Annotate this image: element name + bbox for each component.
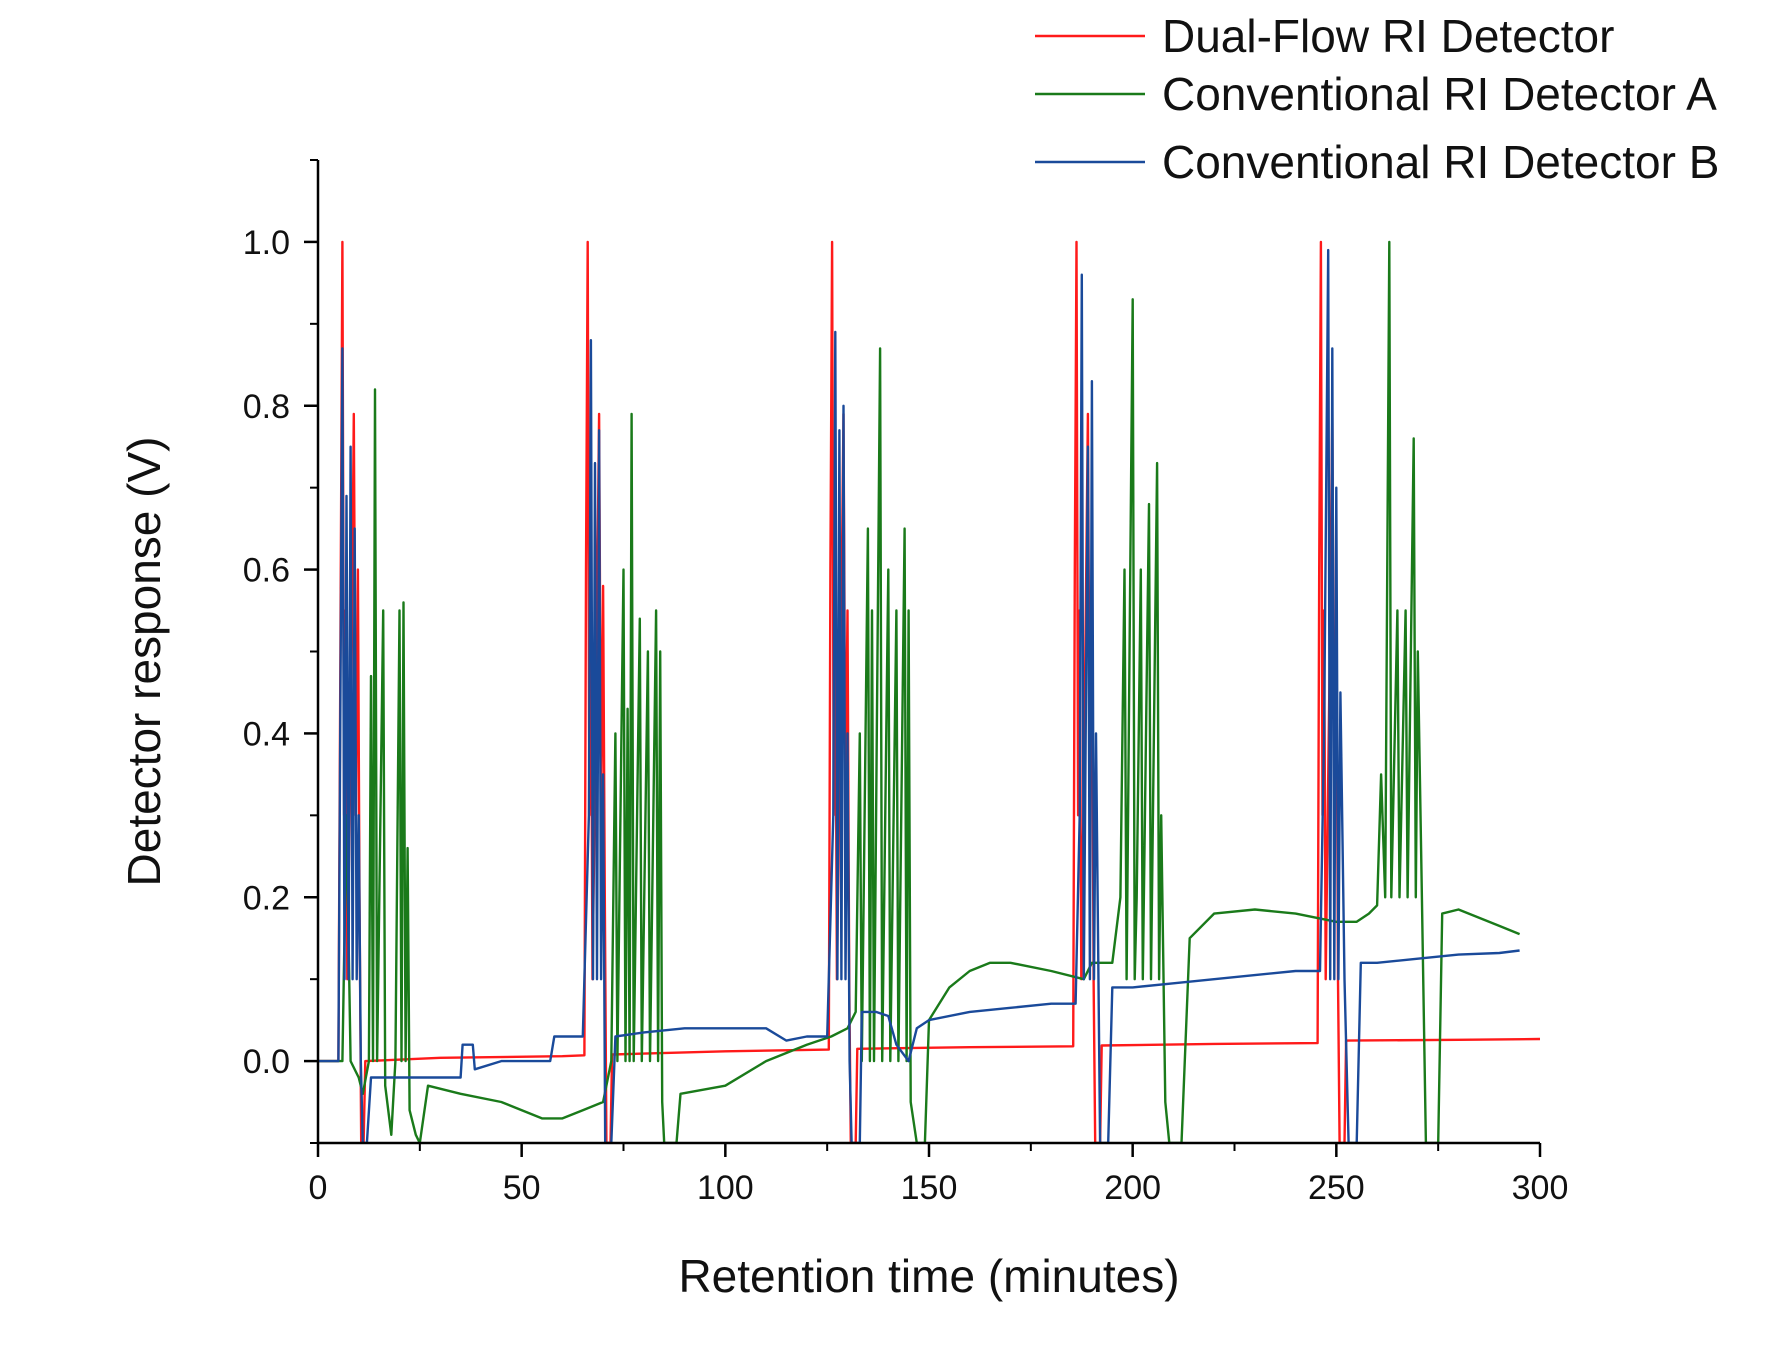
series-line-3 bbox=[318, 248, 1520, 1143]
x-tick-label: 0 bbox=[309, 1169, 328, 1207]
x-tick-label: 200 bbox=[1104, 1169, 1161, 1207]
x-tick-label: 150 bbox=[901, 1169, 958, 1207]
y-tick-label: 0.8 bbox=[243, 388, 290, 426]
legend: Dual-Flow RI Detector Conventional RI Det… bbox=[1035, 10, 1719, 188]
legend-label: Dual-Flow RI Detector bbox=[1162, 10, 1614, 62]
x-tick-label: 300 bbox=[1512, 1169, 1569, 1207]
y-axis-title: Detector response (V) bbox=[118, 437, 170, 887]
y-ticks: 0.0 0.2 0.4 0.6 0.8 1.0 bbox=[243, 159, 318, 1144]
axes: 0 50 100 150 200 250 300 0.0 0.2 0.4 0.6 0.8 1.0 bbox=[243, 159, 1569, 1207]
x-tick-label: 250 bbox=[1308, 1169, 1365, 1207]
y-tick-label: 0.0 bbox=[243, 1043, 290, 1081]
series-layer bbox=[318, 240, 1540, 1143]
y-tick-label: 0.2 bbox=[243, 879, 290, 917]
x-tick-label: 50 bbox=[503, 1169, 541, 1207]
y-tick-label: 0.6 bbox=[243, 552, 290, 590]
legend-label: Conventional RI Detector B bbox=[1162, 136, 1719, 188]
x-tick-label: 100 bbox=[697, 1169, 754, 1207]
x-axis-title: Retention time (minutes) bbox=[678, 1250, 1179, 1302]
series-line-1 bbox=[318, 240, 1540, 1143]
x-ticks: 0 50 100 150 200 250 300 bbox=[309, 1143, 1569, 1207]
y-tick-label: 0.4 bbox=[243, 715, 290, 753]
y-tick-label: 1.0 bbox=[243, 224, 290, 262]
legend-label: Conventional RI Detector A bbox=[1162, 68, 1717, 120]
